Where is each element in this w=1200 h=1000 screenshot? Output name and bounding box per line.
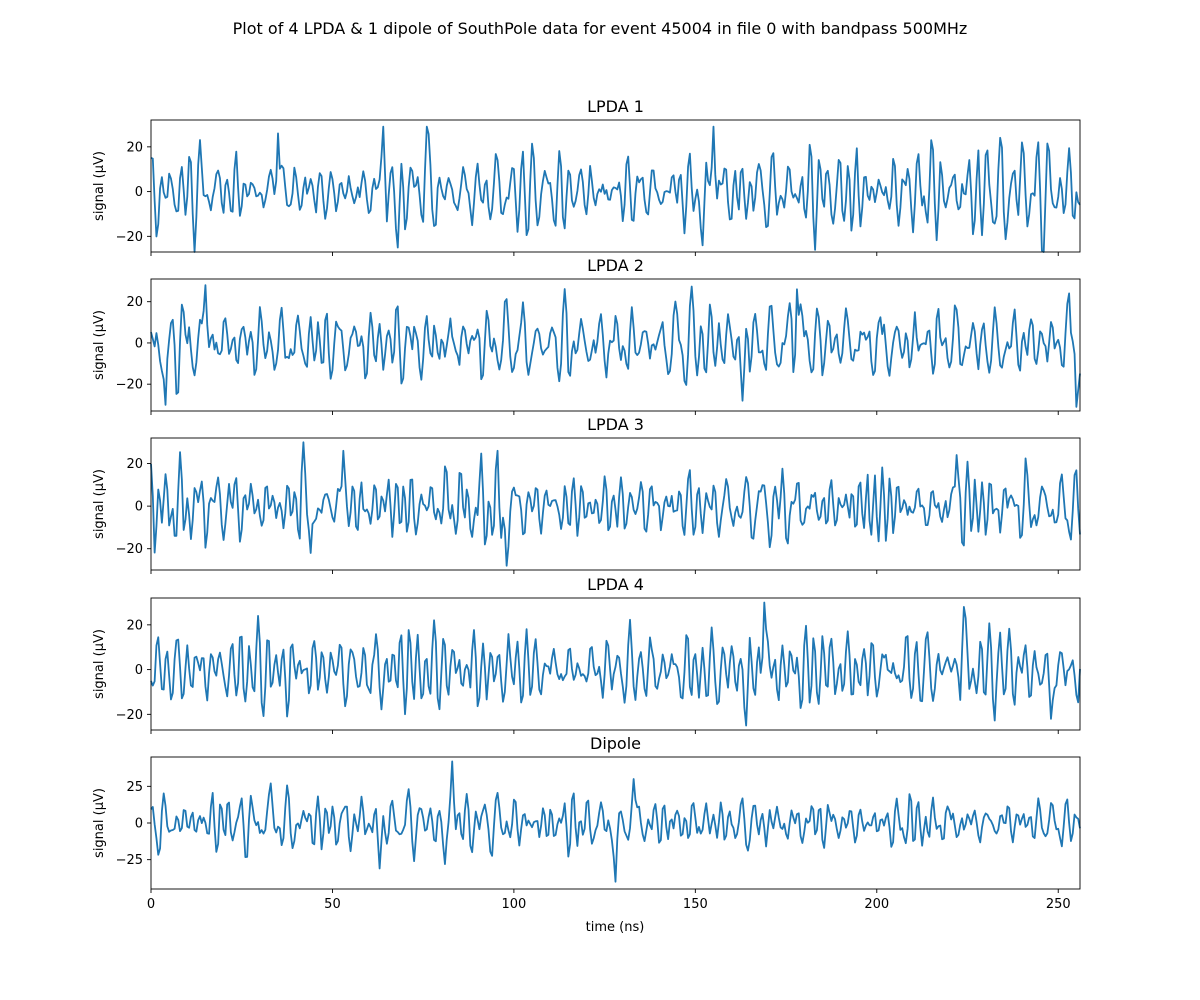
y-tick-label: −20 bbox=[116, 708, 143, 723]
y-axis-label: signal (µV) bbox=[92, 788, 107, 858]
x-tick-label: 150 bbox=[683, 897, 708, 912]
axes-frame bbox=[150, 278, 1081, 412]
subplot-1: LPDA 1 signal (µV) −20 0 20 bbox=[92, 97, 1081, 256]
y-tick-label: 0 bbox=[135, 817, 143, 832]
signal-line bbox=[150, 441, 1081, 567]
y-tick-label: −25 bbox=[116, 853, 143, 868]
figure-title: Plot of 4 LPDA & 1 dipole of SouthPole d… bbox=[233, 19, 968, 38]
x-tick-label: 50 bbox=[324, 897, 341, 912]
subplot-2: LPDA 2 signal (µV) −20 0 20 bbox=[92, 256, 1081, 415]
y-tick-label: 0 bbox=[135, 500, 143, 515]
y-tick-label: 20 bbox=[126, 140, 143, 155]
x-axis-label: time (ns) bbox=[586, 920, 645, 935]
y-tick-label: 0 bbox=[135, 185, 143, 200]
subplot-3: LPDA 3 signal (µV) −20 0 20 bbox=[92, 415, 1081, 574]
subplot-title: LPDA 2 bbox=[587, 256, 644, 275]
subplot-title: LPDA 4 bbox=[587, 575, 644, 594]
subplot-title: LPDA 3 bbox=[587, 415, 644, 434]
y-tick-label: −20 bbox=[116, 230, 143, 245]
y-tick-label: −20 bbox=[116, 378, 143, 393]
x-tick-label: 100 bbox=[501, 897, 526, 912]
y-tick-label: 0 bbox=[135, 663, 143, 678]
axes-frame bbox=[150, 437, 1081, 571]
subplot-title: LPDA 1 bbox=[587, 97, 644, 116]
y-axis-label: signal (µV) bbox=[92, 469, 107, 539]
signal-line bbox=[150, 125, 1081, 253]
y-tick-label: 25 bbox=[126, 780, 143, 795]
y-axis-label: signal (µV) bbox=[92, 310, 107, 380]
y-tick-label: −20 bbox=[116, 542, 143, 557]
axes-frame bbox=[150, 597, 1081, 731]
signal-line bbox=[150, 760, 1081, 883]
subplot-4: LPDA 4 signal (µV) −20 0 20 bbox=[92, 575, 1081, 734]
signal-line bbox=[150, 601, 1081, 727]
y-tick-label: 20 bbox=[126, 457, 143, 472]
y-tick-label: 20 bbox=[126, 618, 143, 633]
y-axis-label: signal (µV) bbox=[92, 629, 107, 699]
x-tick-label: 250 bbox=[1046, 897, 1071, 912]
subplot-title: Dipole bbox=[590, 734, 641, 753]
y-tick-label: 20 bbox=[126, 295, 143, 310]
x-tick-label: 200 bbox=[864, 897, 889, 912]
y-tick-label: 0 bbox=[135, 336, 143, 351]
subplots: LPDA 1 signal (µV) −20 0 20 LPDA 2 signal (µV)… bbox=[92, 97, 1081, 912]
y-axis-label: signal (µV) bbox=[92, 151, 107, 221]
axes-frame bbox=[150, 119, 1081, 253]
x-tick-label: 0 bbox=[147, 897, 155, 912]
signal-line bbox=[150, 284, 1081, 408]
